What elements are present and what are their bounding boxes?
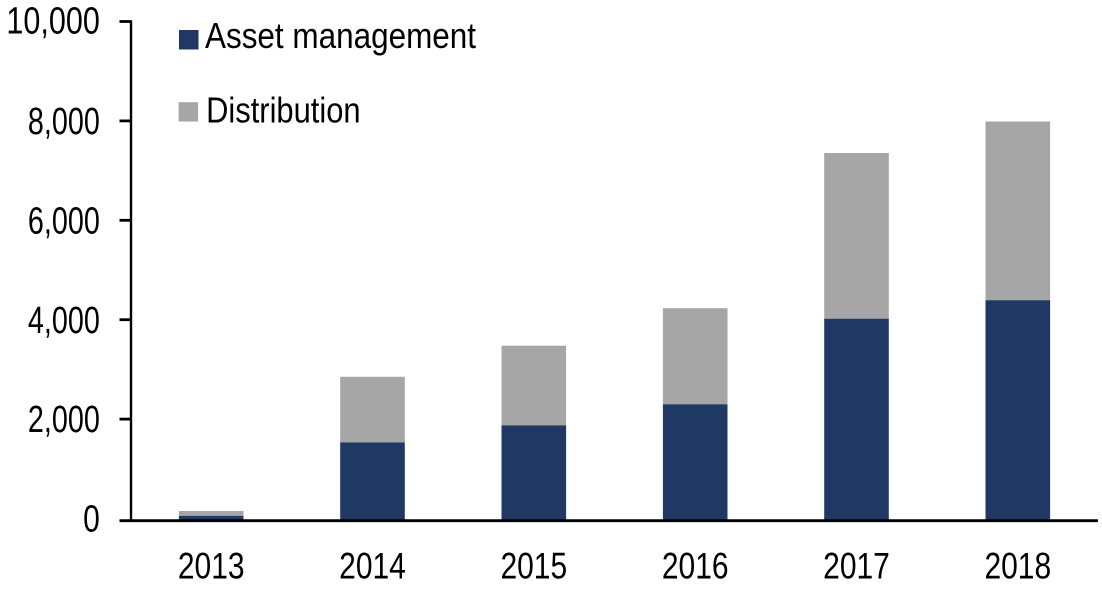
svg-text:2014: 2014 [339,546,406,588]
svg-text:2013: 2013 [178,546,245,588]
svg-text:2,000: 2,000 [28,399,100,441]
svg-text:Asset management: Asset management [205,16,476,56]
svg-text:Distribution: Distribution [206,90,361,130]
svg-text:0: 0 [83,498,100,540]
svg-text:6,000: 6,000 [28,200,100,242]
svg-text:10,000: 10,000 [6,0,99,42]
svg-text:2017: 2017 [823,546,890,588]
svg-text:2018: 2018 [984,546,1051,588]
svg-text:2016: 2016 [662,546,729,588]
svg-text:4,000: 4,000 [28,299,100,341]
svg-text:8,000: 8,000 [28,101,100,143]
svg-text:2015: 2015 [500,546,567,588]
